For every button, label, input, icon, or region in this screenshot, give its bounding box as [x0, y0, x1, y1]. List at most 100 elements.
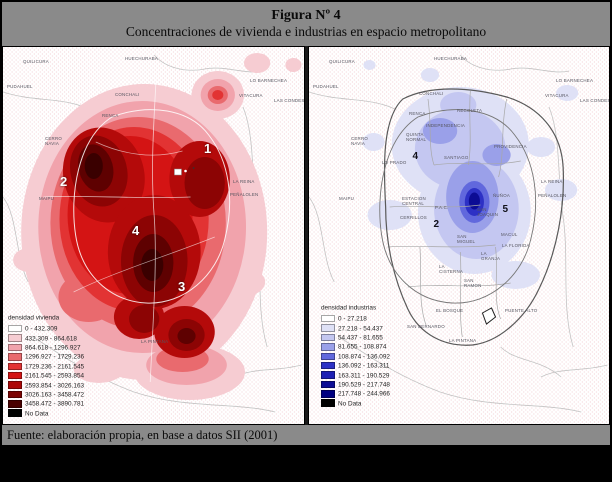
legend-row: 3458.472 - 3890.781 [8, 399, 99, 408]
map-label: LO PRADO [381, 160, 407, 165]
legend-label: 108.874 - 136.092 [337, 352, 390, 360]
zone-marker: 1 [204, 141, 212, 156]
legend-swatch [8, 390, 22, 399]
map-label: VITACURA [544, 93, 569, 98]
legend-swatch [8, 409, 22, 417]
map-label: LO BARNECHEA [250, 78, 288, 83]
legend-label: 1729.236 - 2161.545 [25, 362, 85, 370]
legend-row: 81.655 - 108.874 [320, 342, 403, 351]
comuna-boundaries [387, 90, 521, 338]
legend-row: 864.618 - 1296.927 [8, 343, 99, 352]
map-label: PROVIDENCIA [493, 144, 527, 149]
legend-label: 2161.545 - 2593.854 [25, 372, 85, 380]
legend-swatch [8, 334, 22, 342]
map-label: MAIPU [39, 196, 55, 201]
legend-swatch [320, 371, 335, 379]
legend-row: 2161.545 - 2593.854 [8, 371, 99, 380]
legend-swatch [8, 324, 22, 333]
legend-swatch [8, 362, 22, 370]
legend-swatch [320, 343, 335, 351]
map-label: SAN JOAQUIN [476, 207, 498, 218]
map-label: PEÑALOLEN [230, 192, 259, 197]
legend-label: 0 - 27.218 [337, 315, 367, 323]
map-label: CONCHALI [418, 91, 444, 96]
map-label: P.A.C. [434, 205, 448, 210]
figure-title-block: Figura Nº 4 Concentraciones de vivienda … [2, 2, 610, 46]
map-label: LA FLORIDA [501, 243, 530, 248]
legend-swatch [320, 399, 335, 407]
legend-label: 1296.927 - 1729.236 [25, 353, 85, 361]
legend-swatch [320, 380, 335, 389]
legend-row: 217.748 - 244.966 [320, 389, 403, 398]
zone-marker: 2 [433, 219, 440, 230]
map-label: CONCHALI [115, 92, 140, 97]
map-label: PEÑALOLEN [537, 193, 566, 198]
map-label: CERRILLOS [399, 215, 427, 220]
map-label: SANTIAGO [443, 155, 469, 160]
density-blobs [13, 53, 302, 400]
legend-swatch [320, 361, 335, 370]
legend-swatch [8, 381, 22, 389]
map-label: RENCA [102, 113, 119, 118]
map-label: CERRO NAVIA [45, 136, 62, 147]
map-label: LA CISTERNA [438, 264, 463, 275]
map-label: SAN RAMON [463, 278, 481, 289]
legend-row: No Data [320, 399, 403, 408]
map-label: ESTACION CENTRAL [401, 196, 426, 207]
legend-label: 2593.854 - 3026.163 [25, 381, 85, 389]
legend-row: 190.529 - 217.748 [320, 380, 403, 389]
zone-marker: 3 [178, 279, 186, 294]
legend-label: 81.655 - 108.874 [337, 343, 386, 351]
map-label: LO BARNECHEA [555, 78, 593, 83]
map-label: QUILICURA [328, 59, 355, 64]
figure-title: Figura Nº 4 [271, 7, 341, 23]
legend-label: No Data [25, 409, 49, 417]
legend-row: 0 - 27.218 [320, 314, 403, 323]
map-label: LAS CONDES [579, 98, 610, 103]
legend-vivienda: densidad vivienda 0 - 432.309 432.309 - 8… [8, 314, 99, 418]
map-industrias: densidad industrias 0 - 27.218 27.218 - 5… [307, 46, 610, 425]
legend-row: 108.874 - 136.092 [320, 352, 403, 361]
figure-subtitle: Concentraciones de vivienda e industrias… [125, 24, 487, 40]
map-label: RECOLETA [456, 108, 482, 113]
legend-swatch [320, 390, 335, 398]
legend-label: 163.311 - 190.529 [337, 371, 389, 379]
map-label: LA REINA [233, 179, 255, 184]
legend-row: 136.092 - 163.311 [320, 361, 403, 370]
legend-swatch [320, 352, 335, 360]
legend-swatch [320, 333, 335, 342]
map-label: LA GRANJA [480, 251, 500, 262]
map-label: VITACURA [239, 93, 263, 98]
legend-swatch [320, 324, 335, 332]
map-label: HUECHURABA [125, 56, 159, 61]
legend-label: No Data [337, 399, 361, 407]
map-label: HUECHURABA [433, 56, 467, 61]
map-label: MAIPU [338, 196, 354, 201]
map-label: SAN BERNARDO [406, 324, 445, 329]
legend-swatch [8, 353, 22, 361]
legend-row: 1296.927 - 1729.236 [8, 352, 99, 361]
zone-marker: 4 [412, 151, 419, 162]
legend-label: 217.748 - 244.966 [337, 390, 390, 398]
no-data-polygon [481, 307, 496, 325]
map-label: PUDAHUEL [7, 84, 33, 89]
legend-label: 3458.472 - 3890.781 [25, 400, 85, 408]
legend-label: 27.218 - 54.437 [337, 324, 383, 332]
map-vivienda: densidad vivienda 0 - 432.309 432.309 - 8… [2, 46, 305, 425]
legend-label: 136.092 - 163.311 [337, 362, 389, 370]
legend-label: 0 - 432.309 [25, 325, 58, 333]
map-label: LA PINTANA [448, 338, 476, 343]
zone-marker: 2 [60, 174, 68, 189]
legend-row: 163.311 - 190.529 [320, 370, 403, 379]
legend-row: 432.309 - 864.618 [8, 333, 99, 342]
legend-label: 54.437 - 81.655 [337, 333, 383, 342]
legend-row: 0 - 432.309 [8, 324, 99, 333]
road-network [43, 74, 231, 383]
map-label: ÑUÑOA [492, 193, 510, 198]
legend-row: 54.437 - 81.655 [320, 333, 403, 342]
legend-swatch [8, 371, 22, 380]
map-label: LA PINTANA [141, 339, 169, 344]
legend-row: 3026.163 - 3458.472 [8, 390, 99, 399]
